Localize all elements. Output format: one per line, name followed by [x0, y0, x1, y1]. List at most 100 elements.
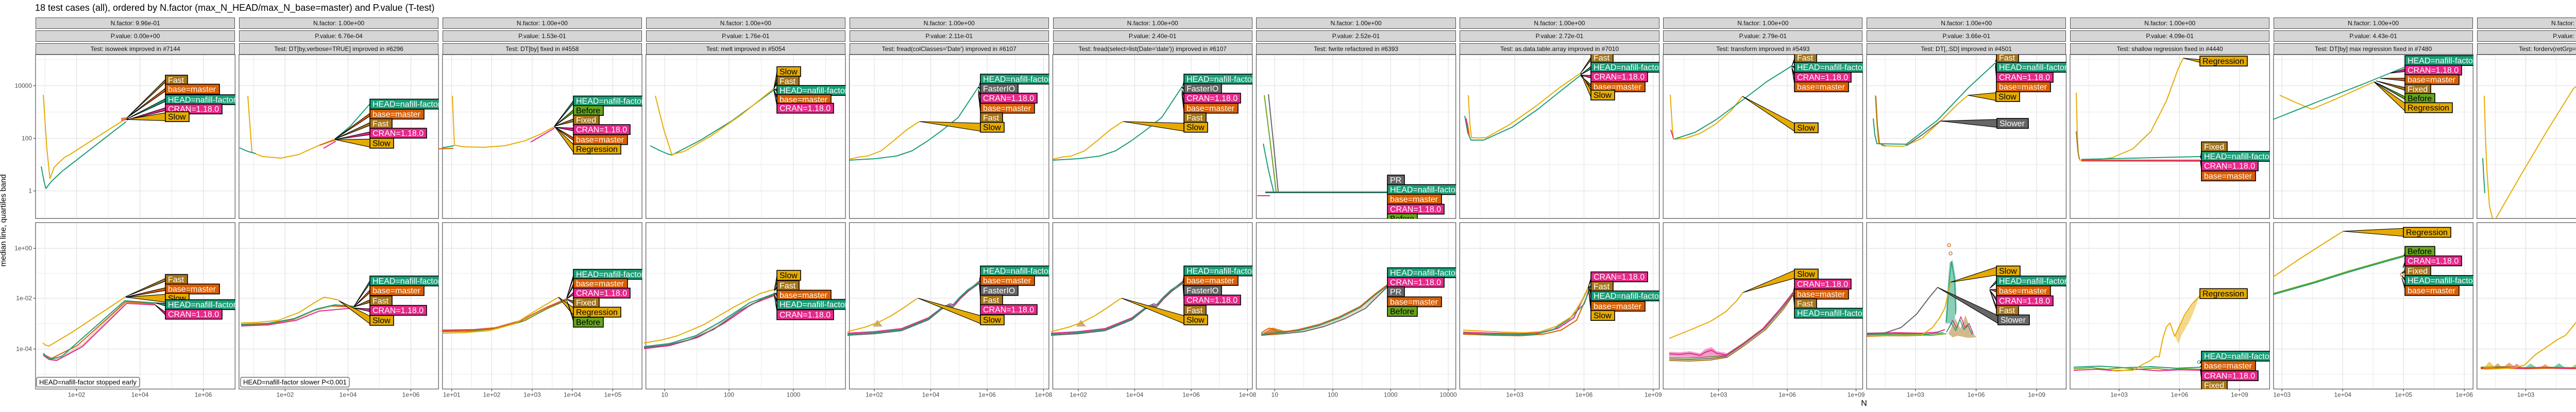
svg-text:base=master: base=master	[2408, 76, 2456, 84]
svg-text:Fixed: Fixed	[576, 299, 596, 307]
svg-text:HEAD=nafill-factor: HEAD=nafill-factor	[1187, 75, 1255, 84]
svg-text:1e+03: 1e+03	[1710, 391, 1727, 399]
svg-text:10000: 10000	[1439, 391, 1457, 399]
svg-text:Slow: Slow	[372, 317, 391, 325]
svg-text:base=master: base=master	[372, 110, 421, 119]
svg-text:1e+03: 1e+03	[1907, 391, 1924, 399]
svg-text:base=master: base=master	[1390, 195, 1438, 204]
svg-text:CRAN=1.18.0: CRAN=1.18.0	[1187, 94, 1238, 103]
svg-text:10: 10	[1272, 391, 1279, 399]
svg-text:Slow: Slow	[779, 271, 798, 280]
svg-text:base=master: base=master	[1999, 287, 2047, 296]
svg-text:HEAD=nafill-factor: HEAD=nafill-factor	[2204, 152, 2273, 161]
svg-text:1e+02: 1e+02	[68, 391, 86, 399]
svg-text:HEAD=nafill-factor: HEAD=nafill-factor	[1390, 269, 1459, 278]
svg-text:Regression: Regression	[2202, 57, 2244, 66]
svg-text:1e+09: 1e+09	[2028, 391, 2045, 399]
svg-text:1e+02: 1e+02	[483, 391, 501, 399]
svg-text:Slow: Slow	[1594, 91, 1612, 100]
svg-text:Regression: Regression	[576, 145, 618, 154]
svg-text:HEAD=nafill-factor: HEAD=nafill-factor	[576, 97, 645, 106]
svg-text:base=master: base=master	[372, 287, 421, 296]
svg-text:1e+04: 1e+04	[1126, 391, 1144, 399]
svg-text:CRAN=1.18.0: CRAN=1.18.0	[372, 306, 423, 315]
svg-text:1e+03: 1e+03	[2110, 391, 2128, 399]
svg-text:1e+05: 1e+05	[2395, 391, 2412, 399]
svg-text:base=master: base=master	[1187, 277, 1235, 285]
svg-text:Fast: Fast	[1797, 54, 1814, 63]
svg-text:HEAD=nafill-factor slower P<0.: HEAD=nafill-factor slower P<0.001	[243, 379, 347, 386]
svg-text:HEAD=nafill-factor: HEAD=nafill-factor	[1594, 292, 1662, 301]
svg-text:CRAN=1.18.0: CRAN=1.18.0	[1594, 273, 1645, 282]
svg-text:1e+09: 1e+09	[1848, 391, 1865, 399]
svg-text:CRAN=1.18.0: CRAN=1.18.0	[2408, 257, 2459, 266]
svg-text:Slow: Slow	[1998, 93, 2016, 101]
svg-text:1e+04: 1e+04	[564, 391, 581, 399]
svg-text:FasterIO: FasterIO	[1187, 85, 1218, 94]
svg-text:1e+00: 1e+00	[14, 245, 32, 252]
svg-text:1e+06: 1e+06	[1182, 391, 1200, 399]
svg-text:1e+06: 1e+06	[1968, 391, 1985, 399]
svg-text:FasterIO: FasterIO	[1187, 287, 1218, 296]
svg-text:1e+03: 1e+03	[2273, 391, 2291, 399]
svg-text:Slow: Slow	[1187, 316, 1205, 325]
svg-text:CRAN=1.18.0: CRAN=1.18.0	[372, 129, 423, 138]
svg-text:CRAN=1.18.0: CRAN=1.18.0	[168, 311, 219, 319]
svg-text:Fixed: Fixed	[2204, 382, 2224, 390]
svg-text:Fixed: Fixed	[576, 116, 596, 125]
svg-text:base=master: base=master	[2408, 287, 2456, 296]
svg-text:Slow: Slow	[1797, 270, 1815, 279]
svg-text:1e+05: 1e+05	[604, 391, 622, 399]
svg-text:HEAD=nafill-factor: HEAD=nafill-factor	[2408, 57, 2476, 65]
svg-text:base=master: base=master	[1594, 83, 1642, 92]
svg-text:HEAD=nafill-factor: HEAD=nafill-factor	[372, 277, 441, 286]
svg-text:HEAD=nafill-factor: HEAD=nafill-factor	[2204, 352, 2273, 361]
svg-text:base=master: base=master	[168, 85, 216, 94]
svg-text:CRAN=1.18.0: CRAN=1.18.0	[1390, 279, 1441, 287]
svg-text:HEAD=nafill-factor: HEAD=nafill-factor	[372, 100, 441, 109]
svg-text:Fixed: Fixed	[2204, 143, 2224, 152]
svg-text:CRAN=1.18.0: CRAN=1.18.0	[1797, 74, 1848, 82]
svg-text:CRAN=1.18.0: CRAN=1.18.0	[983, 94, 1034, 103]
svg-text:Fast: Fast	[779, 77, 796, 86]
svg-text:1e-02: 1e-02	[16, 295, 32, 302]
svg-text:FasterIO: FasterIO	[983, 85, 1015, 94]
svg-text:Fast: Fast	[1594, 283, 1610, 291]
svg-text:Before: Before	[2408, 248, 2432, 256]
svg-text:Before: Before	[576, 107, 600, 115]
svg-text:HEAD=nafill-factor: HEAD=nafill-factor	[1999, 277, 2067, 286]
svg-text:Regression: Regression	[576, 308, 618, 317]
svg-text:FasterIO: FasterIO	[983, 287, 1015, 296]
svg-text:Fast: Fast	[372, 297, 389, 306]
svg-text:CRAN=1.18.0: CRAN=1.18.0	[576, 126, 627, 134]
svg-text:base=master: base=master	[779, 291, 828, 300]
svg-text:1e+02: 1e+02	[277, 391, 294, 399]
svg-text:1e+02: 1e+02	[1070, 391, 1087, 399]
svg-text:Slow: Slow	[372, 140, 391, 148]
svg-text:CRAN=1.18.0: CRAN=1.18.0	[576, 289, 627, 298]
svg-text:Fast: Fast	[1187, 306, 1203, 315]
svg-text:Fast: Fast	[1999, 54, 2015, 63]
svg-text:PR: PR	[1390, 288, 1401, 297]
svg-text:base=master: base=master	[576, 136, 624, 145]
svg-text:1e+04: 1e+04	[131, 391, 149, 399]
svg-text:Slow: Slow	[779, 68, 798, 77]
svg-text:1e+06: 1e+06	[402, 391, 420, 399]
svg-text:Fast: Fast	[983, 114, 999, 123]
svg-text:HEAD=nafill-factor: HEAD=nafill-factor	[168, 301, 236, 310]
svg-text:HEAD=nafill-factor: HEAD=nafill-factor	[1797, 63, 1866, 72]
svg-text:CRAN=1.18.0: CRAN=1.18.0	[1594, 73, 1645, 82]
svg-text:Fast: Fast	[1797, 300, 1814, 308]
svg-text:Slow: Slow	[983, 316, 1001, 325]
svg-text:Slower: Slower	[2001, 316, 2026, 325]
svg-text:Fast: Fast	[168, 76, 184, 85]
svg-text:1e+06: 1e+06	[2455, 391, 2473, 399]
svg-text:HEAD=nafill-factor: HEAD=nafill-factor	[2408, 277, 2476, 285]
svg-text:1e+04: 1e+04	[2334, 391, 2351, 399]
svg-text:Fast: Fast	[1187, 114, 1203, 123]
svg-text:CRAN=1.18.0: CRAN=1.18.0	[1797, 280, 1848, 289]
svg-text:HEAD=nafill-factor: HEAD=nafill-factor	[1594, 63, 1662, 72]
svg-text:Slow: Slow	[1594, 312, 1612, 320]
svg-text:CRAN=1.18.0: CRAN=1.18.0	[2204, 372, 2255, 381]
svg-text:1e+06: 1e+06	[1778, 391, 1796, 399]
